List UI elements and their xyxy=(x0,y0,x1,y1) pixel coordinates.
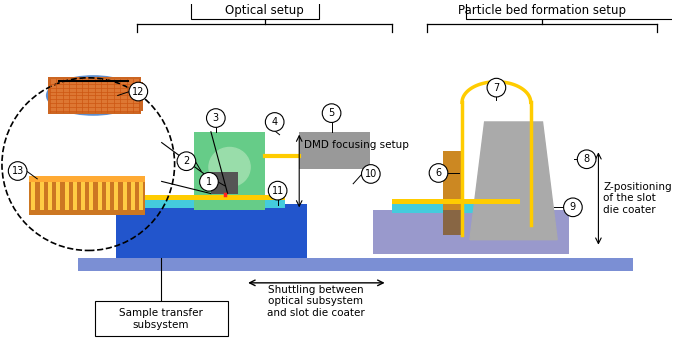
Text: 11: 11 xyxy=(271,185,284,196)
Text: Shuttling between
optical subsystem
and slot die coater: Shuttling between optical subsystem and … xyxy=(267,285,364,318)
Bar xyxy=(111,82,120,111)
Circle shape xyxy=(487,78,506,97)
Circle shape xyxy=(564,198,582,217)
Bar xyxy=(195,132,265,210)
Circle shape xyxy=(129,82,148,101)
Text: 8: 8 xyxy=(584,154,590,164)
Text: 6: 6 xyxy=(436,168,442,178)
Bar xyxy=(56,176,60,210)
Circle shape xyxy=(206,109,225,127)
Text: 3: 3 xyxy=(213,113,219,123)
Bar xyxy=(99,82,108,111)
Bar xyxy=(116,204,307,258)
Bar xyxy=(140,195,286,200)
Bar xyxy=(123,176,127,210)
Bar xyxy=(106,176,110,210)
Circle shape xyxy=(177,152,196,171)
Bar xyxy=(64,82,73,111)
Bar xyxy=(140,198,286,208)
Circle shape xyxy=(429,164,448,182)
Bar xyxy=(191,1,319,19)
Bar xyxy=(82,176,85,210)
Circle shape xyxy=(8,162,27,180)
Ellipse shape xyxy=(209,148,250,187)
Bar xyxy=(443,151,461,235)
Text: 13: 13 xyxy=(12,166,24,176)
Circle shape xyxy=(362,165,380,183)
Bar xyxy=(373,210,569,254)
Bar xyxy=(32,176,36,210)
Bar xyxy=(393,199,520,204)
Bar xyxy=(90,176,93,210)
Bar xyxy=(29,176,145,215)
Text: Optical setup: Optical setup xyxy=(225,3,304,17)
Bar xyxy=(29,176,145,182)
Bar xyxy=(48,176,52,210)
Text: 2: 2 xyxy=(184,156,190,166)
Bar xyxy=(73,176,77,210)
Text: 1: 1 xyxy=(206,177,212,187)
Polygon shape xyxy=(470,122,557,240)
Bar xyxy=(98,176,102,210)
Ellipse shape xyxy=(47,76,140,115)
Bar xyxy=(139,176,143,210)
Bar xyxy=(79,258,633,271)
Bar xyxy=(393,204,520,213)
Circle shape xyxy=(265,113,284,131)
Text: 10: 10 xyxy=(364,169,377,179)
Bar xyxy=(52,82,61,111)
Text: 12: 12 xyxy=(132,87,145,96)
Circle shape xyxy=(269,181,287,200)
Bar xyxy=(211,172,238,193)
Bar xyxy=(443,210,461,235)
Text: Sample transfer
subsystem: Sample transfer subsystem xyxy=(119,308,203,330)
Text: Particle bed formation setup: Particle bed formation setup xyxy=(458,3,626,17)
Circle shape xyxy=(199,173,219,191)
Bar xyxy=(131,176,135,210)
Circle shape xyxy=(577,150,596,168)
Text: Z-positioning
of the slot
die coater: Z-positioning of the slot die coater xyxy=(603,182,672,215)
Bar xyxy=(87,82,96,111)
Bar xyxy=(95,301,227,336)
Text: 5: 5 xyxy=(328,108,335,118)
Bar xyxy=(50,79,139,112)
Text: DMD focusing setup: DMD focusing setup xyxy=(304,140,409,150)
Text: 4: 4 xyxy=(272,117,277,127)
Bar xyxy=(299,132,370,169)
Text: 9: 9 xyxy=(570,202,576,212)
Bar xyxy=(48,77,141,114)
Circle shape xyxy=(322,104,341,122)
Bar xyxy=(123,82,132,111)
Bar xyxy=(64,176,68,210)
Bar xyxy=(466,1,682,19)
Bar xyxy=(40,176,44,210)
Bar xyxy=(114,176,119,210)
Bar xyxy=(75,82,84,111)
Text: 7: 7 xyxy=(493,82,499,93)
Bar xyxy=(134,82,143,111)
